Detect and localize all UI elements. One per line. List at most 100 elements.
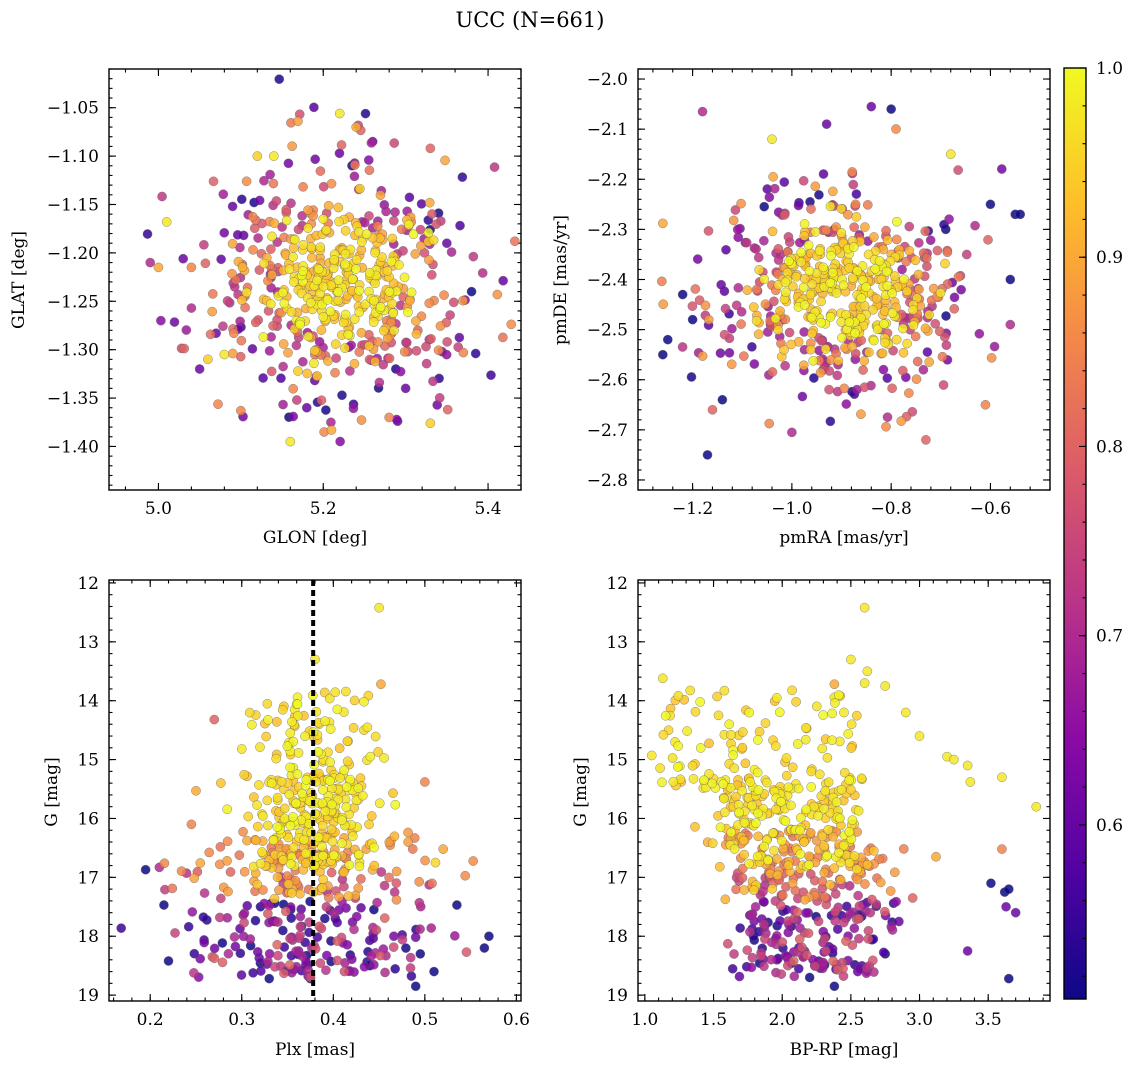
data-point bbox=[866, 101, 877, 112]
data-point bbox=[239, 866, 250, 877]
data-point bbox=[673, 691, 684, 701]
data-point bbox=[338, 317, 349, 328]
data-point bbox=[254, 195, 265, 206]
data-point bbox=[839, 917, 849, 928]
data-point bbox=[686, 372, 697, 382]
data-point bbox=[388, 942, 399, 952]
data-point bbox=[692, 254, 703, 264]
data-point bbox=[825, 278, 836, 288]
data-point bbox=[734, 971, 745, 982]
data-point bbox=[454, 332, 465, 343]
data-point bbox=[397, 934, 408, 945]
data-point bbox=[837, 332, 847, 343]
data-point bbox=[962, 760, 973, 771]
data-point bbox=[445, 310, 455, 320]
data-point bbox=[399, 272, 410, 283]
data-point bbox=[737, 742, 748, 753]
data-point bbox=[358, 790, 368, 801]
x-tick-label: −1.2 bbox=[672, 499, 713, 519]
data-point bbox=[236, 405, 246, 416]
data-point bbox=[880, 681, 891, 691]
data-point bbox=[317, 820, 328, 831]
data-point bbox=[400, 383, 411, 394]
data-point bbox=[356, 327, 367, 338]
x-tick-label: 5.4 bbox=[475, 499, 502, 519]
data-point bbox=[807, 328, 817, 339]
data-point bbox=[882, 266, 892, 277]
data-point bbox=[421, 358, 432, 369]
data-point bbox=[333, 295, 344, 306]
data-point bbox=[301, 775, 312, 785]
data-point bbox=[720, 894, 731, 905]
data-point bbox=[970, 220, 980, 231]
data-point bbox=[264, 973, 275, 984]
data-point bbox=[890, 867, 900, 878]
data-point bbox=[732, 224, 743, 235]
data-point bbox=[777, 835, 787, 846]
data-point bbox=[821, 225, 832, 236]
data-point bbox=[452, 900, 462, 910]
data-point bbox=[248, 245, 258, 255]
data-point bbox=[276, 373, 286, 384]
data-point bbox=[293, 116, 303, 127]
data-point bbox=[376, 679, 386, 690]
data-point bbox=[715, 822, 726, 833]
data-point bbox=[737, 727, 748, 737]
y-tick-label: 12 bbox=[606, 574, 628, 594]
data-point bbox=[795, 237, 805, 248]
data-point bbox=[820, 786, 830, 796]
data-point bbox=[431, 219, 441, 229]
data-point bbox=[375, 190, 386, 200]
data-point bbox=[291, 798, 301, 809]
data-point bbox=[339, 881, 349, 892]
data-point bbox=[836, 203, 847, 214]
data-point bbox=[238, 826, 248, 837]
data-point bbox=[309, 102, 319, 113]
data-point bbox=[787, 878, 798, 889]
data-point bbox=[216, 893, 226, 904]
data-point bbox=[820, 344, 831, 354]
x-axis-label-pmra: pmRA [mas/yr] bbox=[779, 528, 908, 548]
data-point bbox=[781, 753, 792, 763]
data-point bbox=[229, 932, 240, 942]
data-point bbox=[364, 341, 374, 351]
y-tick-label: 14 bbox=[606, 692, 628, 712]
data-point bbox=[769, 183, 780, 194]
data-point bbox=[816, 296, 826, 307]
data-point bbox=[377, 252, 387, 262]
data-point bbox=[685, 685, 696, 696]
x-tick-label: 0.3 bbox=[228, 1010, 255, 1030]
data-point bbox=[332, 704, 343, 715]
data-point bbox=[406, 287, 417, 298]
data-point bbox=[846, 743, 857, 753]
data-point bbox=[863, 934, 874, 944]
data-point bbox=[254, 265, 265, 275]
data-point bbox=[904, 245, 915, 256]
data-point bbox=[826, 250, 836, 261]
data-point bbox=[695, 697, 705, 707]
data-point bbox=[389, 831, 400, 842]
data-point bbox=[410, 981, 421, 992]
data-point bbox=[799, 327, 809, 337]
data-point bbox=[372, 897, 382, 908]
data-point bbox=[187, 907, 198, 917]
data-point bbox=[834, 847, 844, 858]
data-point bbox=[140, 864, 151, 875]
data-point bbox=[817, 743, 828, 754]
data-point bbox=[287, 716, 297, 727]
data-point bbox=[838, 280, 849, 291]
data-point bbox=[424, 255, 434, 265]
data-point bbox=[751, 244, 761, 254]
data-point bbox=[335, 773, 345, 783]
data-point bbox=[510, 236, 520, 247]
data-point bbox=[446, 247, 457, 257]
data-point bbox=[888, 345, 898, 356]
data-point bbox=[891, 124, 901, 134]
y-axis-label-g-left: G [mag] bbox=[42, 757, 62, 826]
data-point bbox=[865, 907, 876, 918]
data-point bbox=[254, 780, 264, 790]
data-point bbox=[116, 923, 126, 933]
data-point bbox=[723, 938, 733, 949]
data-point bbox=[353, 849, 364, 860]
data-point bbox=[974, 328, 985, 339]
